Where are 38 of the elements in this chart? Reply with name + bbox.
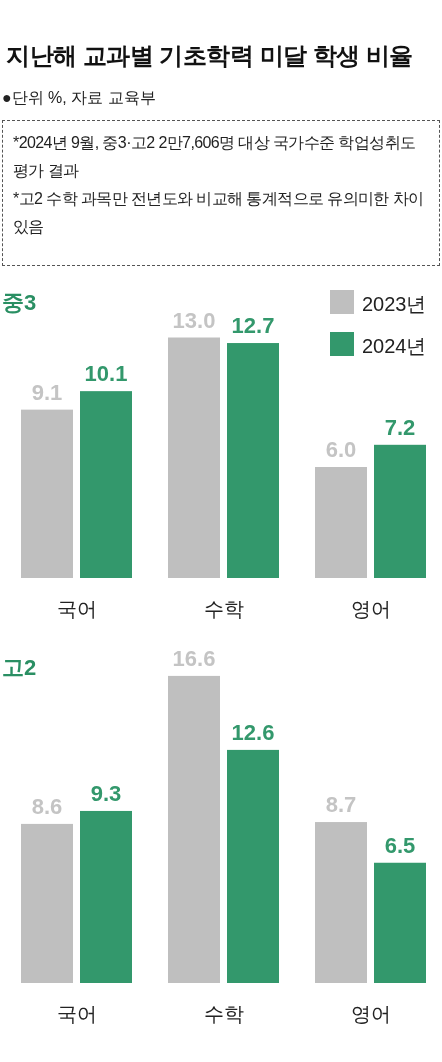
bar	[227, 343, 279, 578]
data-label: 12.7	[231, 313, 275, 339]
data-label: 6.5	[384, 832, 416, 858]
bar	[21, 409, 73, 578]
bar	[374, 444, 426, 578]
bar	[374, 862, 426, 983]
x-tick-label: 영어	[350, 598, 391, 620]
data-label: 9.3	[90, 780, 122, 806]
bar	[227, 749, 279, 983]
bar	[80, 391, 132, 578]
text: 지난해 교과별 기초학력 미달 학생 비율	[6, 41, 413, 71]
legend-label: 2024년	[362, 335, 427, 357]
x-tick-label: 수학	[203, 598, 244, 620]
bar	[80, 810, 132, 983]
data-label: 13.0	[172, 307, 216, 333]
bar	[168, 675, 220, 983]
x-tick-label: 국어	[56, 1003, 97, 1025]
data-label: 16.6	[172, 645, 216, 671]
chart-title: 고2	[2, 655, 37, 680]
chart-title: 중3	[2, 290, 37, 315]
data-label: 7.2	[384, 414, 416, 440]
bar	[168, 337, 220, 578]
data-label: 6.0	[325, 437, 357, 462]
text: *고2 수학 과목만 전년도와 비교해 통계적으로 유의미한 차이 있음	[13, 189, 425, 237]
data-label: 10.1	[84, 361, 128, 387]
bar	[315, 467, 367, 578]
data-label: 8.6	[31, 793, 63, 819]
bar	[21, 823, 73, 983]
text: ●단위 %, 자료 교육부	[2, 88, 156, 108]
x-tick-label: 수학	[203, 1003, 244, 1025]
data-label: 8.7	[325, 792, 357, 818]
bar	[315, 822, 367, 983]
data-label: 9.1	[31, 379, 63, 405]
legend-label: 2023년	[362, 293, 427, 315]
x-tick-label: 영어	[350, 1003, 391, 1025]
data-label: 12.6	[231, 719, 275, 745]
x-tick-label: 국어	[56, 598, 97, 620]
text: *2024년 9월, 중3·고2 2만7,606명 대상 국가수준 학업성취도 평가 결과	[13, 133, 417, 181]
